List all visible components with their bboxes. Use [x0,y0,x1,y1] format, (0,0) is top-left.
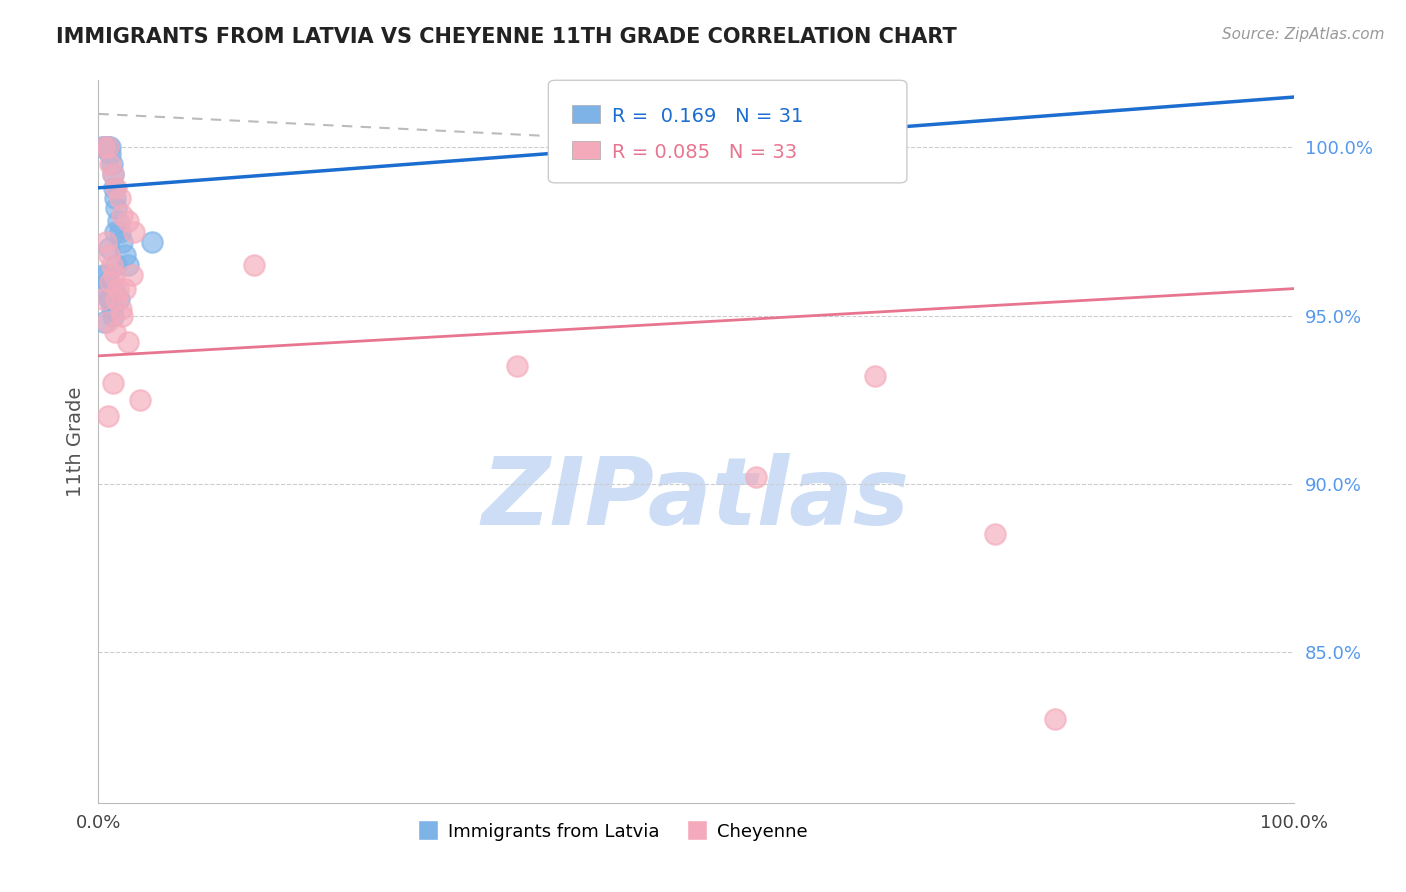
Point [506,359,529,373]
Point [107,292,129,306]
Point [105,292,128,306]
Point [96,268,118,283]
Point [104,326,127,340]
Point [107,214,129,228]
Point [101,167,124,181]
Point [865,369,887,384]
Point [98,292,121,306]
Point [984,527,1007,541]
Text: R = 0.085   N = 33: R = 0.085 N = 33 [612,143,797,162]
Point [110,301,132,316]
Point [104,191,127,205]
Point [94,282,117,296]
Point [1043,712,1066,726]
Y-axis label: 11th Grade: 11th Grade [66,386,84,497]
Point [124,225,146,239]
Point [100,258,122,272]
Point [100,301,122,316]
Point [96,315,118,329]
Point [98,157,122,171]
Point [100,157,122,171]
Point [98,275,122,289]
Point [103,282,125,296]
Point [105,201,128,215]
Point [97,275,120,289]
Point [97,140,120,154]
Point [111,309,134,323]
Point [91,140,114,154]
Point [98,248,121,262]
Text: Source: ZipAtlas.com: Source: ZipAtlas.com [1222,27,1385,42]
Point [107,282,129,296]
Point [117,258,139,272]
Point [111,208,134,222]
Point [101,167,124,181]
Point [103,181,125,195]
Point [97,140,120,154]
Point [121,268,143,283]
Point [141,235,163,249]
Point [108,191,131,205]
Point [97,409,120,424]
Point [91,268,114,283]
Point [117,335,139,350]
Point [91,292,114,306]
Point [96,140,118,154]
Point [105,258,128,272]
Text: R =  0.169   N = 31: R = 0.169 N = 31 [612,107,803,127]
Point [108,225,131,239]
Point [103,268,125,283]
Point [98,140,122,154]
Point [98,147,122,161]
Point [104,225,127,239]
Legend: Immigrants from Latvia, Cheyenne: Immigrants from Latvia, Cheyenne [409,815,815,848]
Point [243,258,266,272]
Point [117,214,139,228]
Point [745,470,768,484]
Point [94,235,117,249]
Point [98,292,122,306]
Point [105,181,128,195]
Text: IMMIGRANTS FROM LATVIA VS CHEYENNE 11TH GRADE CORRELATION CHART: IMMIGRANTS FROM LATVIA VS CHEYENNE 11TH … [56,27,957,46]
Text: ZIPatlas: ZIPatlas [482,453,910,545]
Point [101,309,124,323]
Point [93,140,115,154]
Point [111,235,134,249]
Point [114,248,136,262]
Point [129,392,152,407]
Point [114,282,136,296]
Point [93,315,115,329]
Point [98,241,121,255]
Point [93,140,115,154]
Point [101,376,124,390]
